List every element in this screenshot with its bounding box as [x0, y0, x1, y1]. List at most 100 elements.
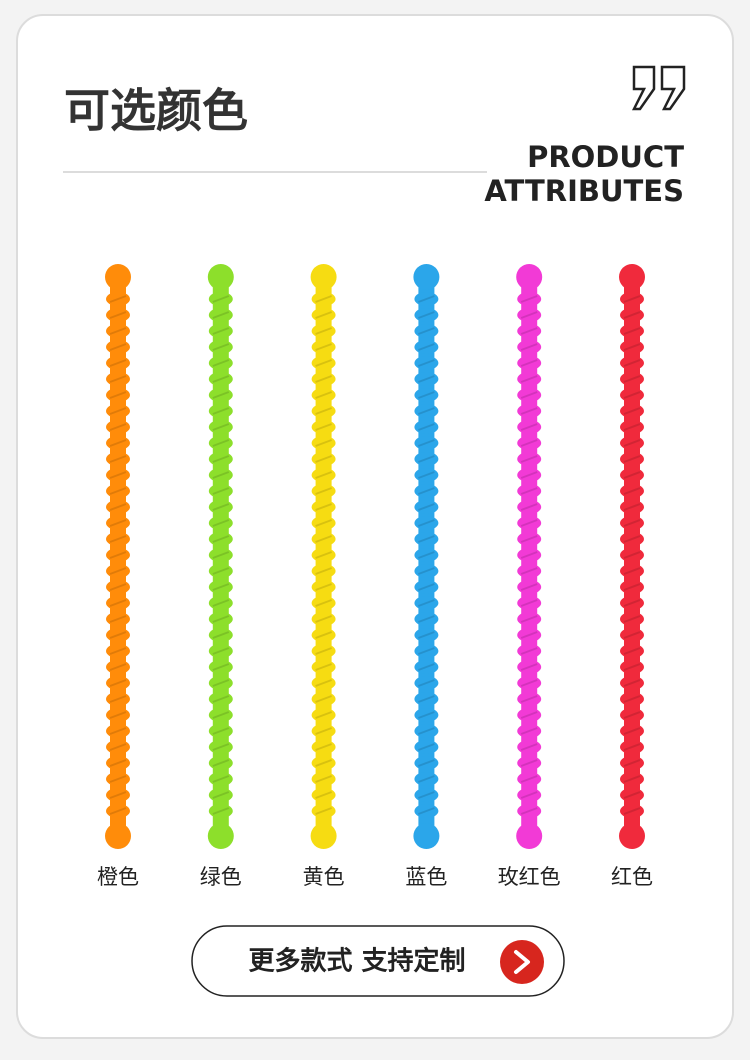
tie-bump — [620, 612, 644, 626]
tie-bump — [106, 308, 130, 322]
tie-bump — [106, 404, 130, 418]
tie-end — [516, 264, 543, 290]
tie-bump — [311, 804, 336, 818]
color-label: 橙色 — [97, 865, 139, 889]
tie-bump — [414, 580, 439, 594]
tie-shade — [315, 471, 332, 479]
tie-bump — [106, 788, 130, 802]
tie-shade — [623, 487, 641, 495]
tie-bump — [517, 580, 542, 594]
tie-shade — [315, 807, 332, 815]
tie-bump — [517, 660, 542, 674]
tie-shade — [315, 695, 332, 703]
tie-bump — [414, 500, 439, 514]
cable-tie: 橙色 — [97, 264, 139, 889]
tie-bump — [620, 692, 644, 706]
tie-shade — [418, 343, 435, 351]
tie-end — [619, 823, 645, 849]
tie-bump — [517, 692, 542, 706]
tie-bump — [208, 788, 233, 802]
tie-shade — [520, 695, 538, 703]
tie-shade — [418, 759, 435, 767]
tie-bump — [208, 484, 233, 498]
tie-bump — [106, 324, 130, 338]
tie-bump — [517, 484, 542, 498]
tie-shade — [520, 551, 538, 559]
tie-shade — [418, 679, 435, 687]
tie-bump — [208, 420, 233, 434]
tie-bump — [414, 708, 439, 722]
tie-shade — [109, 663, 127, 671]
tie-shade — [623, 311, 641, 319]
tie-shade — [623, 455, 641, 463]
button-frame[interactable] — [191, 925, 565, 997]
tie-bump — [517, 772, 542, 786]
cable-tie: 红色 — [611, 264, 653, 889]
tie-shade — [418, 455, 435, 463]
tie-shade — [315, 567, 332, 575]
button-text[interactable]: 更多款式 支持定制 — [248, 946, 465, 977]
tie-shade — [109, 551, 127, 559]
tie-bump — [620, 292, 644, 306]
tie-shade — [520, 567, 538, 575]
tie-bump — [208, 532, 233, 546]
tie-bump — [620, 756, 644, 770]
tie-shade — [418, 519, 435, 527]
tie-bump — [414, 420, 439, 434]
tie-shade — [212, 327, 230, 335]
tie-shade — [109, 519, 127, 527]
tie-shade — [418, 711, 435, 719]
tie-shade — [418, 327, 435, 335]
tie-shade — [109, 327, 127, 335]
tie-shade — [418, 551, 435, 559]
tie-shade — [315, 599, 332, 607]
button-icon[interactable] — [500, 940, 544, 984]
tie-bump — [106, 548, 130, 562]
tie-bump — [208, 676, 233, 690]
tie-shade — [212, 359, 230, 367]
tie-shade — [623, 679, 641, 687]
section-title: 可选颜色 — [64, 84, 248, 138]
tie-bump — [620, 484, 644, 498]
tie-shade — [109, 311, 127, 319]
tie-bump — [311, 772, 336, 786]
tie-shade — [623, 343, 641, 351]
tie-shade — [109, 695, 127, 703]
tie-shade — [315, 503, 332, 511]
tie-shade — [623, 471, 641, 479]
tie-bump — [106, 484, 130, 498]
tie-bump — [620, 404, 644, 418]
tie-shade — [109, 535, 127, 543]
tie-bump — [208, 708, 233, 722]
tie-bump — [517, 324, 542, 338]
tie-shade — [623, 535, 641, 543]
tie-bump — [311, 628, 336, 642]
tie-bump — [311, 516, 336, 530]
tie-bump — [208, 756, 233, 770]
tie-bump — [106, 420, 130, 434]
tie-shade — [418, 487, 435, 495]
tie-shade — [212, 711, 230, 719]
tie-bump — [208, 436, 233, 450]
tie-bump — [620, 308, 644, 322]
tie-bump — [311, 308, 336, 322]
product-list: 橙色 绿色 黄色 蓝色 玫红色 红色 — [97, 264, 653, 889]
tie-shade — [109, 295, 127, 303]
tie-shade — [315, 391, 332, 399]
tie-shade — [520, 311, 538, 319]
tie-bump — [414, 660, 439, 674]
tie-shade — [418, 583, 435, 591]
tie-bump — [517, 644, 542, 658]
more-button[interactable]: 更多款式 支持定制 — [191, 925, 565, 997]
tie-bump — [208, 500, 233, 514]
tie-shade — [520, 439, 538, 447]
tie-shade — [623, 663, 641, 671]
tie-shade — [212, 727, 230, 735]
tie-shade — [109, 359, 127, 367]
tie-bump — [208, 308, 233, 322]
tie-bump — [311, 740, 336, 754]
tie-shade — [315, 327, 332, 335]
tie-shade — [418, 503, 435, 511]
tie-shade — [418, 407, 435, 415]
